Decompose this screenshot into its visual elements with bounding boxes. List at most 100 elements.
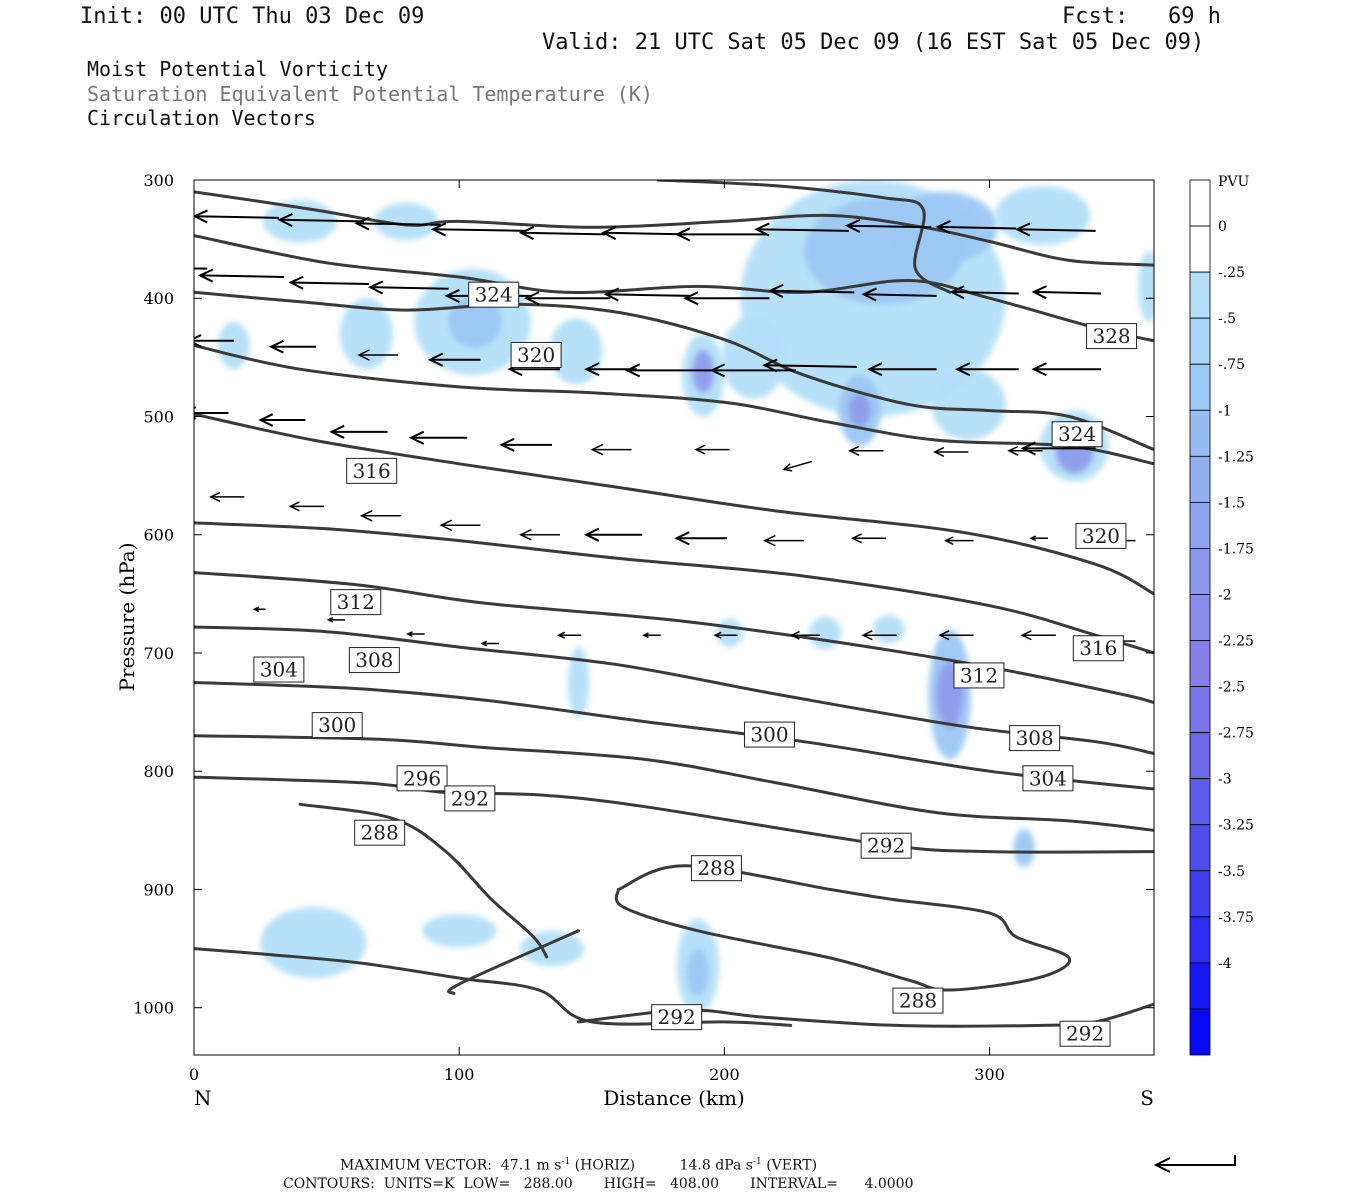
colorbar-label: -.25 (1218, 265, 1245, 281)
pv-patch (339, 298, 393, 370)
circulation-vector (943, 536, 974, 545)
vector-head (194, 209, 208, 224)
contour-label-text: 292 (451, 786, 489, 810)
colorbar-segment (1189, 363, 1211, 411)
vector-head (768, 283, 784, 298)
contour-label-box (1075, 522, 1127, 549)
vector-head (288, 501, 300, 512)
circulation-vector (867, 362, 937, 377)
vector-shaft (370, 286, 449, 290)
vector-shaft (279, 218, 364, 223)
vector-head (642, 632, 649, 639)
contour-label-box (346, 457, 398, 484)
vector-head (357, 349, 370, 361)
contour-label-text: 308 (355, 648, 393, 672)
forecast-hour: Fcst: 69 h (1062, 4, 1221, 29)
colorbar-segment (1189, 409, 1211, 457)
pv-patch (448, 295, 502, 348)
contour-label-box (396, 765, 448, 792)
contour-label: 292 (860, 832, 912, 859)
colorbar-label: -.75 (1218, 357, 1245, 373)
contour-label: 292 (651, 1004, 703, 1031)
colorbar-segment (1189, 778, 1211, 826)
theta-e-contour-288 (614, 864, 1072, 992)
pv-patch (809, 616, 842, 650)
contour-label-box (860, 832, 912, 859)
circulation-vector (694, 444, 730, 455)
vector-head (583, 527, 600, 542)
vector-shaft (200, 274, 285, 278)
contour-label: 312 (330, 589, 382, 616)
vector-head (844, 218, 861, 233)
contour-label-box (468, 281, 520, 308)
circulation-vector (1031, 285, 1101, 300)
vector-head (430, 222, 447, 237)
contour-label: 288 (690, 855, 742, 882)
circulation-vector (782, 460, 813, 472)
contour-label-text: 320 (1082, 524, 1120, 548)
circulation-vector (258, 413, 306, 427)
horiz-tag: (HORIZ) (574, 1157, 636, 1174)
contour-label: 300 (311, 712, 363, 739)
vector-head (359, 510, 373, 522)
vector-head (790, 630, 800, 640)
circulation-vector (329, 424, 388, 439)
vector-head (444, 288, 460, 303)
contour-label-text: 320 (517, 343, 555, 367)
contour-label-box (1022, 765, 1074, 792)
colorbar-segment (1189, 870, 1211, 918)
contour-label: 320 (510, 342, 562, 368)
colorbar-label: -3 (1218, 772, 1232, 788)
y-tick-label: 600 (143, 526, 174, 545)
circulation-vector (790, 630, 820, 640)
contour-label-box (892, 987, 944, 1014)
vector-shaft (783, 460, 813, 471)
theta-e-contour-288 (298, 802, 549, 959)
pv-patch (217, 321, 250, 370)
theta-e-contour-312 (194, 521, 1154, 655)
contour-label: 304 (1022, 765, 1074, 792)
vector-head (624, 363, 641, 378)
contour-label-box (354, 819, 406, 846)
contour-label: 308 (1009, 725, 1061, 752)
y-axis-label: Pressure (hPa) (115, 543, 139, 692)
colorbar-segment (1189, 686, 1211, 734)
contour-label-box (1059, 1020, 1111, 1047)
contour-label-text: 288 (899, 989, 937, 1013)
horiz-unit-exp: -1 (561, 1157, 571, 1167)
theta-e-contour-328 (194, 234, 1154, 343)
contour-label: 296 (396, 765, 448, 792)
y-tick-label: 900 (143, 880, 174, 899)
vector-shaft (764, 364, 858, 368)
circulation-vector (430, 222, 526, 237)
pv-patch (520, 930, 584, 967)
max-vector-vert: 14.8 dPa s (679, 1157, 753, 1174)
contour-label: 316 (1072, 635, 1124, 662)
contour-label: 304 (253, 656, 305, 683)
vector-shaft (356, 222, 441, 226)
contour-label-text: 296 (403, 766, 441, 790)
vector-head (782, 463, 793, 472)
contour-label-box (1051, 421, 1103, 448)
pv-patch (849, 394, 871, 428)
circulation-vector (194, 208, 195, 210)
contour-label: 324 (468, 281, 520, 308)
max-vector-horiz: 47.1 m s (500, 1157, 562, 1174)
circulation-vector (844, 218, 932, 233)
pv-patch (931, 369, 1006, 441)
vector-shaft (433, 228, 526, 232)
contour-label-text: 288 (361, 821, 399, 845)
vector-head (197, 268, 214, 283)
vector-shaft (194, 215, 279, 219)
circulation-vector (674, 531, 728, 546)
vector-head (499, 437, 515, 452)
circulation-vector (357, 349, 399, 361)
circulation-vector (603, 287, 690, 302)
circulation-vector (683, 291, 770, 306)
theta-e-contour-288 (447, 929, 580, 995)
y-tick-label: 500 (143, 407, 174, 426)
contour-label: 320 (1075, 522, 1127, 549)
title-circulation-vectors: Circulation Vectors (87, 106, 316, 130)
colorbar-segment (1189, 640, 1211, 687)
contour-label: 292 (1059, 1020, 1111, 1047)
